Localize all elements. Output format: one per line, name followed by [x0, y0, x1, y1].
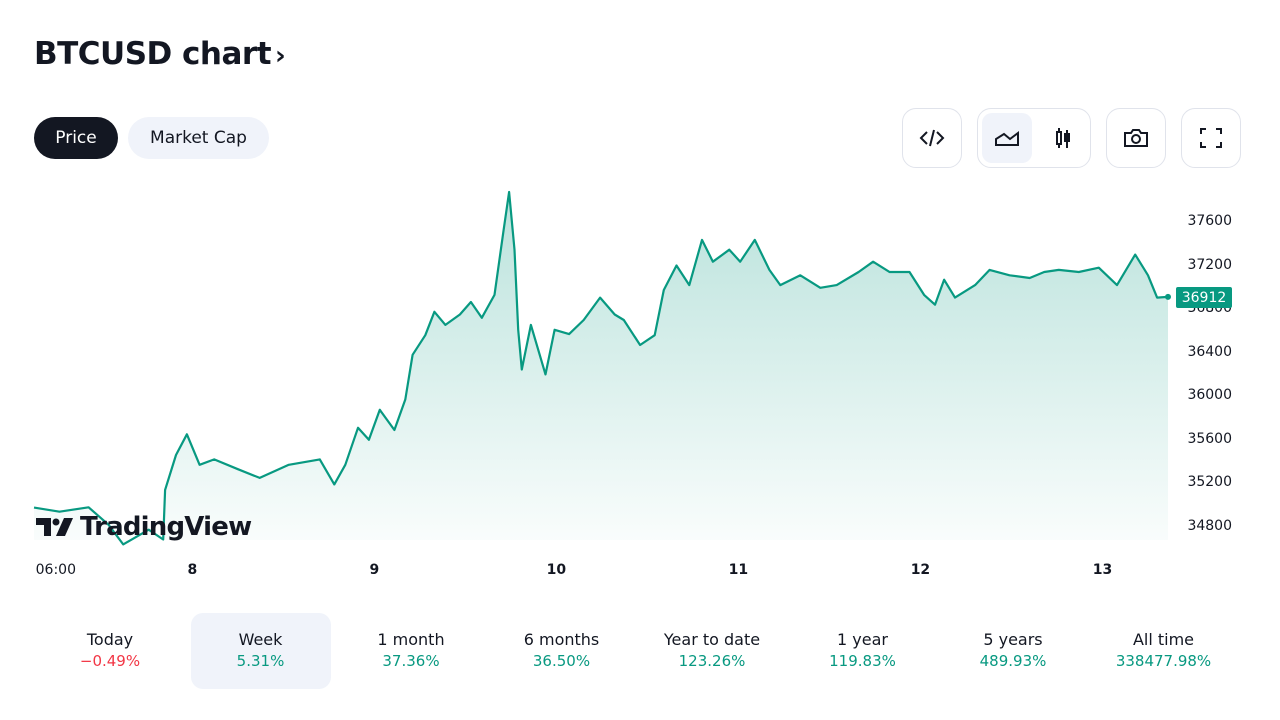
y-tick-label: 37200	[1187, 256, 1232, 273]
x-tick-label: 9	[369, 562, 380, 578]
embed-code-button[interactable]	[902, 108, 962, 168]
tradingview-logo-icon	[36, 518, 73, 536]
period-label: 5 years	[983, 630, 1043, 649]
price-area-fill	[34, 192, 1168, 545]
period-change: 5.31%	[236, 652, 285, 670]
last-price-dot	[1165, 293, 1171, 300]
period-label: 6 months	[523, 630, 600, 649]
period-change: 338477.98%	[1115, 652, 1212, 670]
x-tick-label: 11	[728, 562, 749, 578]
x-tick-label: 8	[187, 562, 198, 578]
y-tick-label: 36400	[1187, 343, 1232, 360]
area-chart-button[interactable]	[982, 113, 1032, 163]
period-5-years[interactable]: 5 years 489.93%	[943, 613, 1083, 689]
period-label: 1 month	[377, 630, 445, 649]
page-title[interactable]: BTCUSD chart ›	[34, 36, 286, 72]
fullscreen-button[interactable]	[1181, 108, 1241, 168]
chart-type-group	[977, 108, 1091, 168]
period-1-year[interactable]: 1 year 119.83%	[793, 613, 933, 689]
title-text: BTCUSD chart	[34, 36, 272, 72]
period-change: 123.26%	[678, 652, 746, 670]
period-today[interactable]: Today −0.49%	[40, 613, 180, 689]
area-chart-icon	[995, 131, 1019, 146]
period-label: All time	[1132, 630, 1195, 649]
period-change: 36.50%	[532, 652, 591, 670]
camera-icon	[1124, 129, 1148, 147]
last-price-label: 36912	[1176, 287, 1232, 308]
period-change: 489.93%	[979, 652, 1047, 670]
period-label: Week	[238, 630, 283, 649]
y-tick-label: 35200	[1187, 474, 1232, 491]
embed-code-icon	[919, 129, 945, 147]
y-tick-label: 34800	[1187, 517, 1232, 534]
chevron-right-icon: ›	[275, 41, 286, 71]
y-tick-label: 37600	[1187, 212, 1232, 229]
period-label: Today	[86, 630, 134, 649]
tab-market-cap[interactable]: Market Cap	[128, 117, 269, 159]
period-change: −0.49%	[79, 652, 141, 670]
candlestick-icon	[1056, 128, 1070, 148]
period-label: Year to date	[663, 630, 761, 649]
tradingview-logo[interactable]: TradingView	[36, 512, 252, 542]
y-tick-label: 36000	[1187, 387, 1232, 404]
period-1-month[interactable]: 1 month 37.36%	[341, 613, 481, 689]
x-tick-label: 10	[546, 562, 567, 578]
snapshot-button[interactable]	[1106, 108, 1166, 168]
x-tick-label: 13	[1092, 562, 1113, 578]
price-line	[33, 190, 1169, 546]
tradingview-logo-text: TradingView	[80, 512, 252, 542]
period-6-months[interactable]: 6 months 36.50%	[492, 613, 632, 689]
period-label: 1 year	[837, 630, 888, 649]
period-change: 37.36%	[382, 652, 440, 670]
candlestick-button[interactable]	[1038, 113, 1088, 163]
period-change: 119.83%	[829, 652, 896, 670]
x-tick-label: 12	[910, 562, 931, 578]
period-year-to-date[interactable]: Year to date 123.26%	[642, 613, 782, 689]
period-week[interactable]: Week 5.31%	[190, 613, 331, 689]
tab-price[interactable]: Price	[34, 117, 118, 159]
x-tick-label: 06:00	[35, 562, 77, 578]
fullscreen-icon	[1200, 128, 1222, 148]
period-all-time[interactable]: All time 338477.98%	[1094, 613, 1234, 689]
y-tick-label: 35600	[1187, 430, 1232, 447]
